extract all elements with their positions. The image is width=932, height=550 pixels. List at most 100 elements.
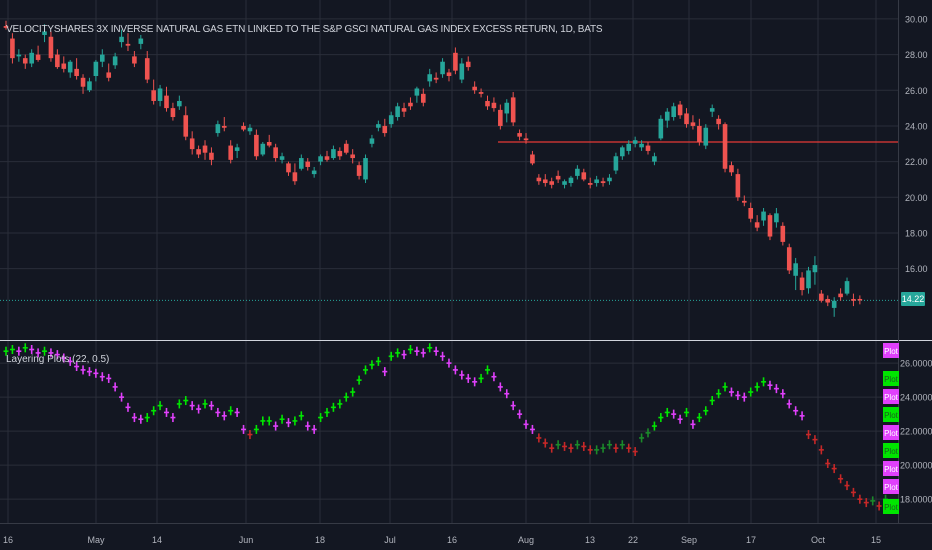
plot-marker xyxy=(690,419,696,429)
candle-body xyxy=(459,63,465,80)
plot-marker xyxy=(709,396,715,406)
legend-box xyxy=(883,343,899,358)
plot-marker xyxy=(144,413,150,423)
plot-marker xyxy=(119,392,125,402)
candle-body xyxy=(202,145,208,153)
candle-body xyxy=(581,172,587,180)
plot-marker xyxy=(375,356,381,366)
candle-body xyxy=(279,156,285,160)
plot-marker xyxy=(626,443,632,453)
candle-body xyxy=(196,149,201,155)
candle-body xyxy=(831,300,837,308)
plot-marker xyxy=(29,345,35,355)
candle-body xyxy=(125,43,131,46)
plot-marker xyxy=(414,346,420,356)
candle-body xyxy=(671,106,676,118)
plot-marker xyxy=(305,421,311,431)
candle-body xyxy=(324,156,330,160)
plot-marker xyxy=(465,373,471,383)
candle-body xyxy=(10,38,15,59)
candle-body xyxy=(93,61,99,76)
x-tick-label: May xyxy=(87,535,105,545)
plot-marker xyxy=(427,343,433,353)
x-tick-label: Oct xyxy=(811,535,826,545)
y-tick-label: 20.0000 xyxy=(900,461,932,471)
candle-body xyxy=(183,115,189,137)
x-tick-label: Jul xyxy=(384,535,396,545)
plot-marker xyxy=(382,367,388,377)
candle-body xyxy=(523,138,529,141)
x-tick-label: 17 xyxy=(746,535,756,545)
plot-marker xyxy=(318,413,324,423)
legend-box xyxy=(883,371,899,386)
plot-marker xyxy=(80,365,86,375)
candle-body xyxy=(234,147,240,151)
legend-box xyxy=(883,499,899,514)
candle-body xyxy=(177,100,182,107)
plot-marker xyxy=(812,435,818,445)
candle-body xyxy=(562,181,567,185)
y-tick-label: 28.00 xyxy=(905,50,928,60)
candle-body xyxy=(632,140,638,144)
candle-body xyxy=(472,86,477,91)
plot-marker xyxy=(202,399,208,409)
candle-body xyxy=(761,211,766,221)
candle-body xyxy=(542,179,548,184)
plot-marker xyxy=(234,407,240,417)
candle-body xyxy=(3,26,9,28)
plot-marker xyxy=(671,409,677,419)
plot-marker xyxy=(523,419,529,429)
legend-box xyxy=(883,479,899,494)
plot-marker xyxy=(61,353,67,363)
plot-marker xyxy=(594,445,600,455)
candle-body xyxy=(305,161,311,167)
candle-body xyxy=(799,277,805,291)
candle-body xyxy=(215,124,221,134)
plot-marker xyxy=(761,377,767,387)
legend-label: Plot xyxy=(884,483,899,492)
candle-body xyxy=(22,58,28,64)
candle-body xyxy=(722,124,728,169)
candle-body xyxy=(626,143,632,151)
candle-body xyxy=(266,142,272,146)
plot-marker xyxy=(228,406,234,416)
plot-marker xyxy=(3,346,9,356)
candle-body xyxy=(844,281,850,294)
plot-marker xyxy=(74,362,80,372)
candle-body xyxy=(16,54,22,57)
legend-label: Plot xyxy=(884,375,899,384)
plot-marker xyxy=(452,365,458,375)
candle-body xyxy=(427,74,433,82)
plot-marker xyxy=(16,346,22,356)
plot-marker xyxy=(440,351,446,361)
candle-body xyxy=(260,143,266,155)
candle-body xyxy=(157,88,163,101)
plot-marker xyxy=(337,399,343,409)
chart-title: VELOCITYSHARES 3X INVERSE NATURAL GAS ET… xyxy=(6,24,603,35)
candle-body xyxy=(292,172,298,182)
candle-body xyxy=(742,200,747,203)
plot-marker xyxy=(716,389,722,399)
plot-marker xyxy=(870,496,876,506)
plot-marker xyxy=(517,409,523,419)
plot-marker xyxy=(279,414,285,424)
candle-body xyxy=(697,125,702,142)
candle-body xyxy=(549,181,554,185)
plot-marker xyxy=(863,498,869,508)
legend-label: Plot xyxy=(884,429,899,438)
plot-marker xyxy=(215,407,221,417)
plot-marker xyxy=(221,411,227,421)
plot-marker xyxy=(600,443,606,453)
plot-marker xyxy=(549,443,555,453)
candle-body xyxy=(793,263,798,276)
x-tick-label: 14 xyxy=(152,535,162,545)
candle-body xyxy=(151,90,156,101)
plot-marker xyxy=(241,424,247,434)
plot-marker xyxy=(420,348,426,358)
plot-marker xyxy=(529,424,535,434)
plot-marker xyxy=(369,360,375,370)
candle-body xyxy=(491,102,497,109)
candle-body xyxy=(568,177,574,184)
plot-marker xyxy=(722,382,728,392)
